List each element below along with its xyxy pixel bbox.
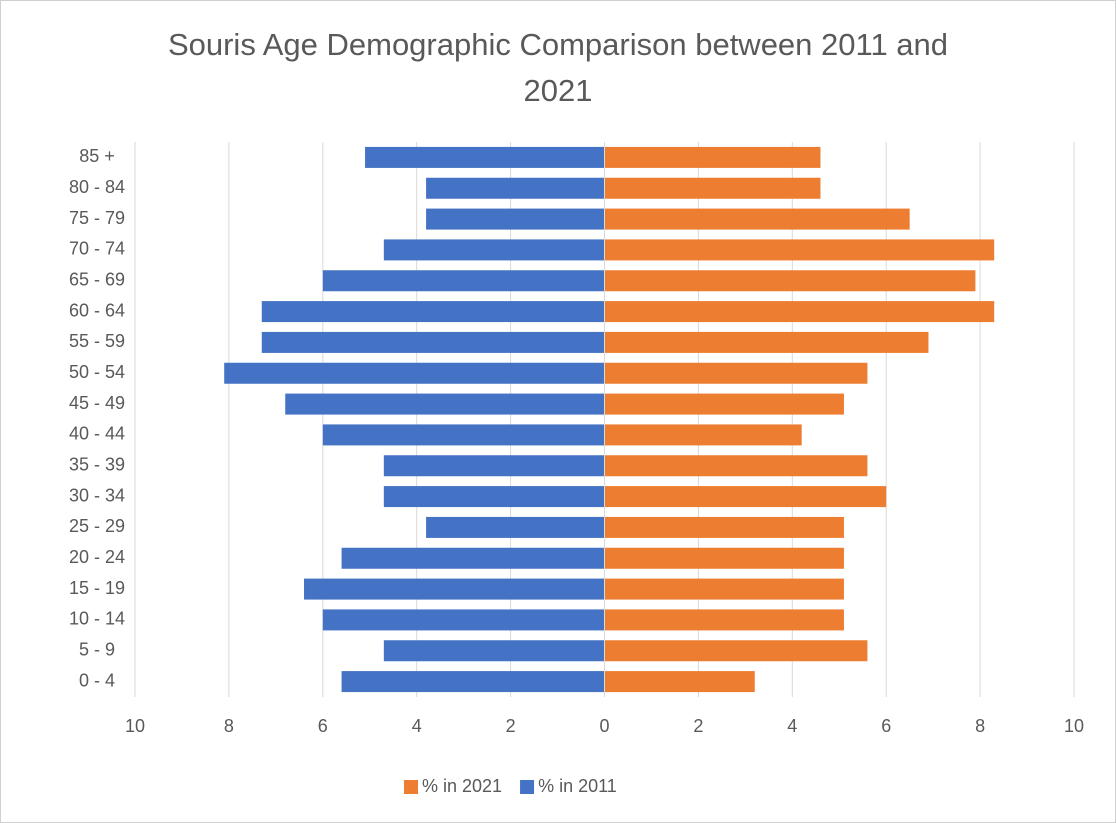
legend-label: % in 2011: [538, 776, 617, 796]
bar: [341, 671, 605, 693]
y-tick-label: 15 - 19: [69, 578, 125, 598]
y-tick-label: 0 - 4: [79, 670, 115, 690]
x-tick-label: 4: [412, 716, 422, 736]
bar: [604, 393, 844, 415]
y-tick-label: 5 - 9: [79, 640, 115, 660]
y-tick-label: 10 - 14: [69, 609, 125, 629]
bar: [285, 393, 605, 415]
bar: [383, 455, 605, 477]
y-tick-label: 85 +: [79, 146, 115, 166]
y-tick-label: 25 - 29: [69, 516, 125, 536]
x-tick-label: 6: [318, 716, 328, 736]
bar: [604, 547, 844, 569]
x-tick-label: 10: [1064, 716, 1084, 736]
x-tick-label: 2: [506, 716, 516, 736]
bar: [604, 578, 844, 600]
y-tick-label: 65 - 69: [69, 270, 125, 290]
bar: [322, 424, 605, 446]
x-tick-label: 0: [599, 716, 609, 736]
legend-swatch: [404, 780, 418, 794]
y-tick-label: 20 - 24: [69, 547, 125, 567]
bar: [261, 331, 605, 353]
y-tick-label: 70 - 74: [69, 239, 125, 259]
x-tick-label: 8: [975, 716, 985, 736]
bar: [604, 486, 887, 508]
bar: [604, 146, 821, 168]
legend-swatch: [520, 780, 535, 794]
x-tick-label: 10: [125, 716, 145, 736]
bar: [322, 270, 605, 292]
bar: [604, 177, 821, 199]
bar: [224, 362, 605, 384]
bar: [604, 301, 995, 323]
x-tick-label: 2: [693, 716, 703, 736]
y-tick-label: 40 - 44: [69, 424, 125, 444]
bar: [604, 208, 910, 230]
bar: [304, 578, 605, 600]
bar: [426, 208, 605, 230]
bar: [341, 547, 605, 569]
y-tick-label: 55 - 59: [69, 331, 125, 351]
y-tick-label: 75 - 79: [69, 208, 125, 228]
bar: [604, 609, 844, 631]
bar: [604, 671, 755, 693]
x-tick-label: 8: [224, 716, 234, 736]
bar: [604, 640, 868, 662]
chart-title: Souris Age Demographic Comparison betwee…: [167, 27, 949, 108]
y-tick-label: 45 - 49: [69, 393, 125, 413]
bar: [426, 516, 605, 538]
bar: [261, 301, 605, 323]
y-tick-label: 60 - 64: [69, 300, 125, 320]
y-tick-label: 30 - 34: [69, 485, 125, 505]
bar: [365, 146, 605, 168]
bar: [383, 486, 605, 508]
x-tick-label: 6: [881, 716, 891, 736]
y-tick-label: 50 - 54: [69, 362, 125, 382]
bar: [604, 239, 995, 261]
bar: [604, 516, 844, 538]
bar: [604, 424, 802, 446]
bar: [604, 331, 929, 353]
bar: [604, 362, 868, 384]
legend-label: % in 2021: [422, 776, 502, 796]
y-tick-label: 35 - 39: [69, 455, 125, 475]
y-tick-label: 80 - 84: [69, 177, 125, 197]
bar: [426, 177, 605, 199]
bar: [604, 270, 976, 292]
bar: [383, 640, 605, 662]
bar: [322, 609, 605, 631]
bar: [604, 455, 868, 477]
bar: [383, 239, 605, 261]
x-tick-label: 4: [787, 716, 797, 736]
